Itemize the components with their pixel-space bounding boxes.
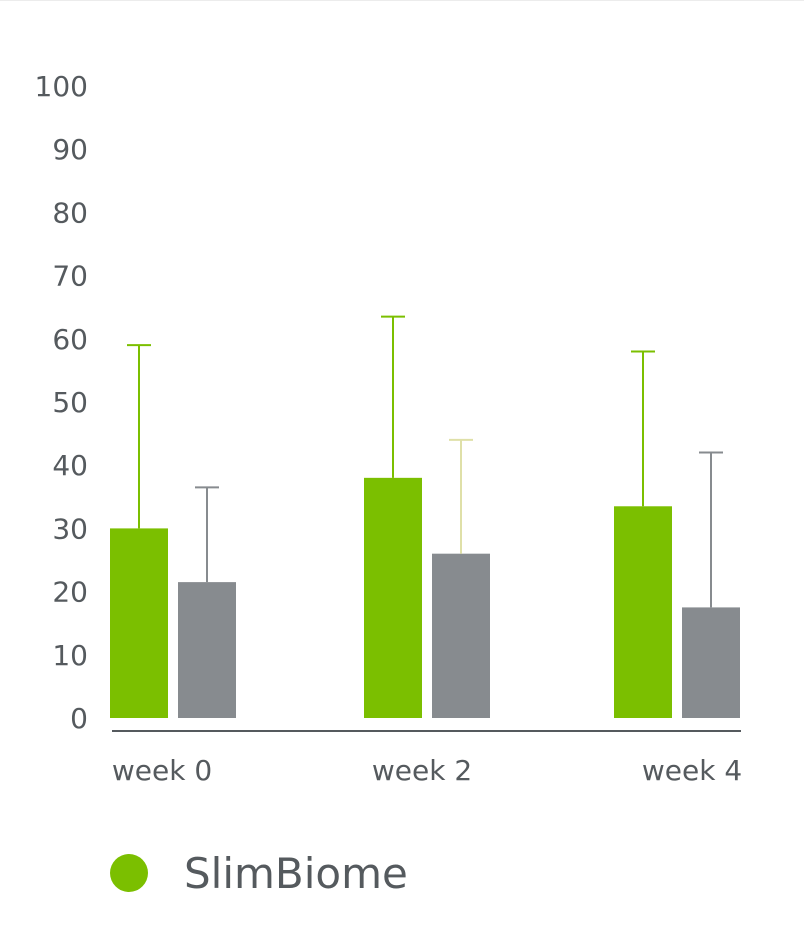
bar-control-week-0	[178, 582, 236, 718]
bar-control-week-4	[682, 607, 740, 718]
y-tick-label: 70	[52, 260, 88, 293]
bar-slimbiome-week-4	[614, 506, 672, 718]
y-tick-label: 80	[52, 196, 88, 229]
legend-swatch-slimbiome	[110, 854, 148, 892]
y-tick-label: 60	[52, 323, 88, 356]
bar-control-week-2	[432, 553, 490, 718]
y-tick-label: 10	[52, 639, 88, 672]
bar-slimbiome-week-2	[364, 477, 422, 718]
y-tick-label: 50	[52, 386, 88, 419]
y-tick-label: 30	[52, 512, 88, 545]
y-tick-label: 40	[52, 449, 88, 482]
y-tick-label: 90	[52, 133, 88, 166]
legend-label-slimbiome: SlimBiome	[184, 848, 408, 898]
x-category-label: week 4	[642, 754, 742, 787]
y-tick-label: 100	[35, 70, 88, 103]
bar-slimbiome-week-0	[110, 528, 168, 718]
x-category-label: week 0	[112, 754, 212, 787]
y-tick-label: 0	[70, 702, 88, 735]
y-tick-label: 20	[52, 576, 88, 609]
x-category-label: week 2	[372, 754, 472, 787]
top-divider	[0, 0, 804, 1]
chart-legend: SlimBiome	[110, 848, 408, 898]
